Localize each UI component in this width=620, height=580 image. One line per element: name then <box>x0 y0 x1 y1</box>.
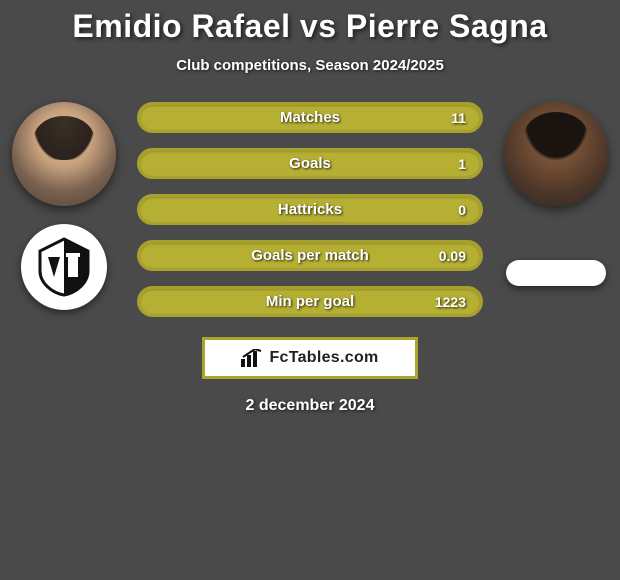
stat-bar-goals-per-match: Goals per match 0.09 <box>137 240 483 271</box>
stat-bar-min-per-goal: Min per goal 1223 <box>137 286 483 317</box>
stat-label: Matches <box>280 109 340 126</box>
chart-icon <box>241 349 263 367</box>
main-row: Matches 11 Goals 1 Hattricks 0 Goals per… <box>0 102 620 317</box>
player-right-column <box>501 102 611 286</box>
subtitle: Club competitions, Season 2024/2025 <box>0 57 620 74</box>
player-right-avatar <box>504 102 608 206</box>
stat-value: 1223 <box>435 294 466 310</box>
player-left-avatar <box>12 102 116 206</box>
player-left-club-badge <box>21 224 107 310</box>
club-crest-icon <box>32 235 96 299</box>
stat-label: Goals <box>289 155 331 172</box>
footer: FcTables.com 2 december 2024 <box>0 337 620 415</box>
stat-value: 0.09 <box>439 248 466 264</box>
date-text: 2 december 2024 <box>246 397 375 415</box>
stats-column: Matches 11 Goals 1 Hattricks 0 Goals per… <box>137 102 483 317</box>
stat-bar-goals: Goals 1 <box>137 148 483 179</box>
player-right-club-pill <box>506 260 606 286</box>
stat-value: 0 <box>458 202 466 218</box>
stat-value: 11 <box>451 110 466 126</box>
stat-label: Goals per match <box>251 247 369 264</box>
player-left-column <box>9 102 119 310</box>
comparison-card: Emidio Rafael vs Pierre Sagna Club compe… <box>0 0 620 415</box>
page-title: Emidio Rafael vs Pierre Sagna <box>0 8 620 45</box>
brand-text: FcTables.com <box>269 349 378 367</box>
stat-bar-matches: Matches 11 <box>137 102 483 133</box>
stat-bar-hattricks: Hattricks 0 <box>137 194 483 225</box>
brand-box: FcTables.com <box>202 337 418 379</box>
stat-label: Hattricks <box>278 201 342 218</box>
stat-label: Min per goal <box>266 293 354 310</box>
stat-value: 1 <box>458 156 466 172</box>
